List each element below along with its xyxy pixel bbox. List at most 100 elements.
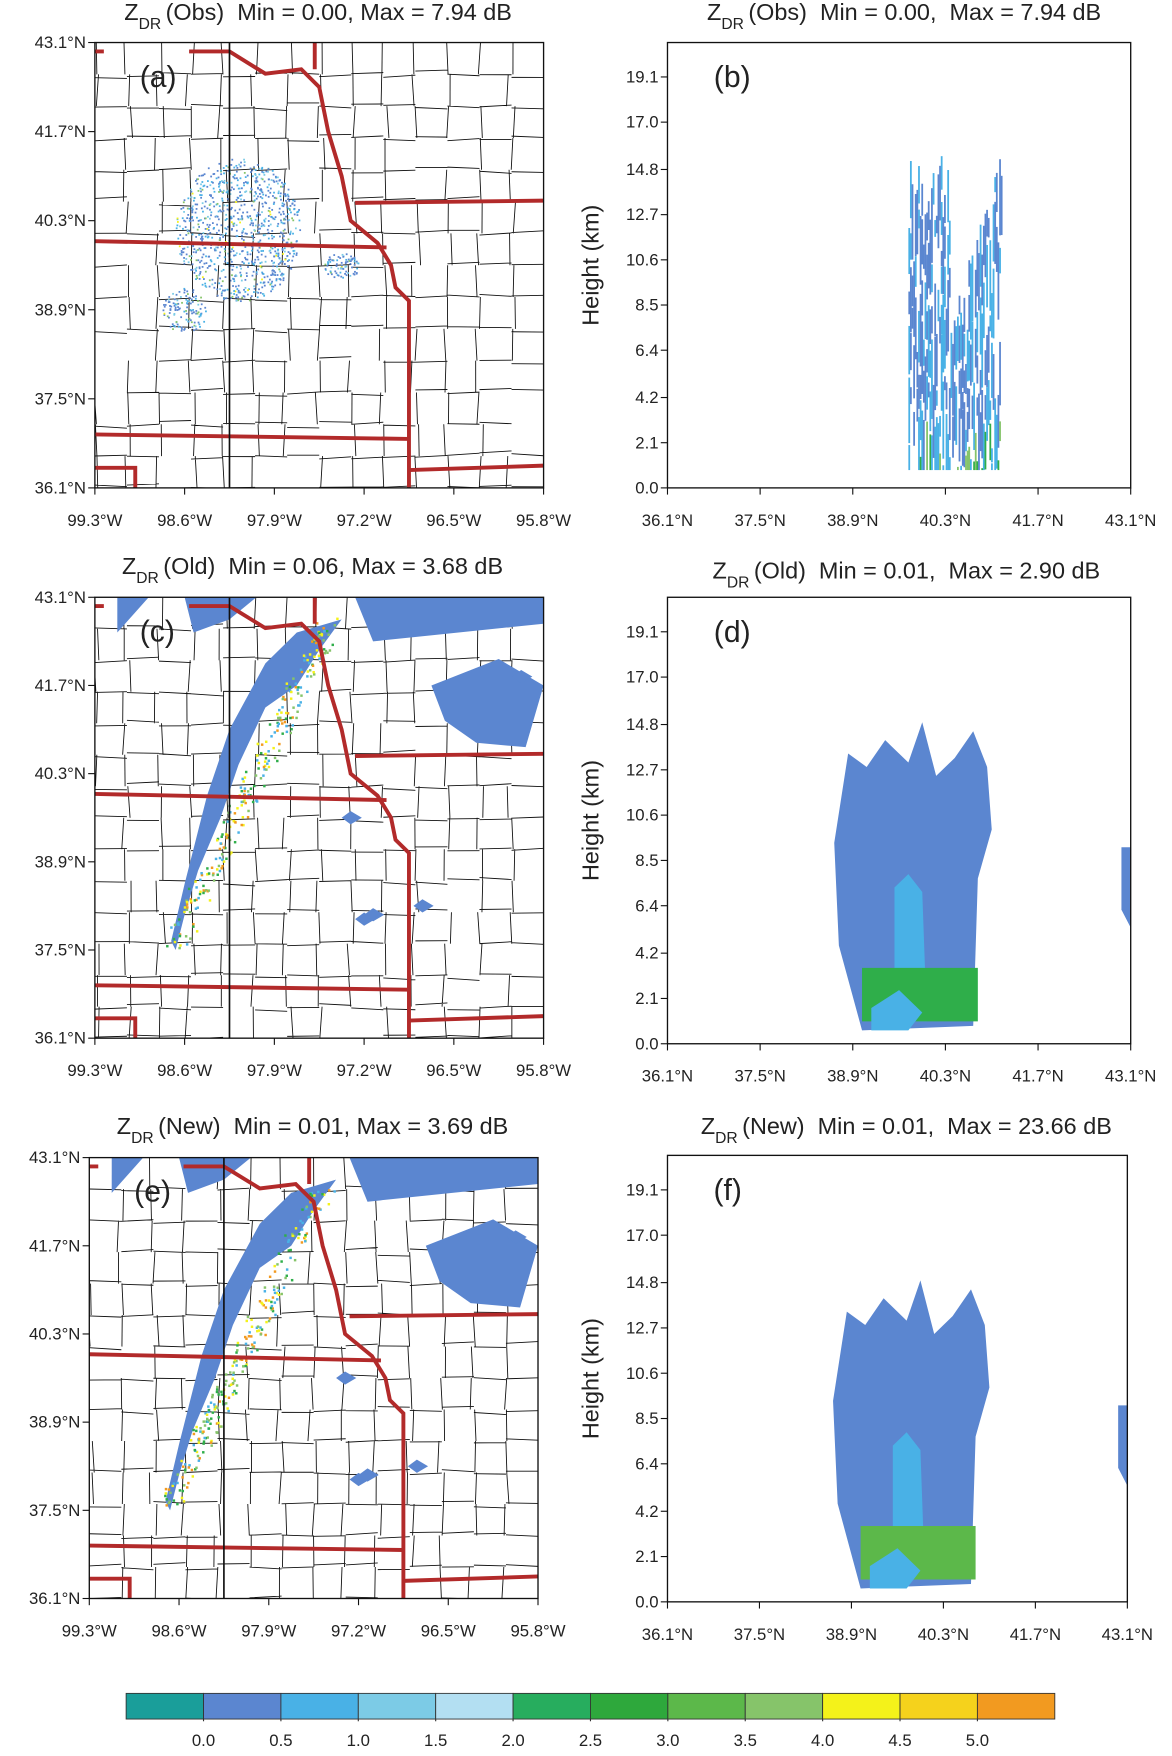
echo (237, 218, 240, 220)
panel-label: (c) (140, 615, 175, 648)
echo (285, 687, 288, 690)
echo (259, 777, 263, 780)
echo (246, 815, 250, 819)
echo (960, 312, 963, 360)
echo (251, 274, 254, 277)
echo (271, 285, 273, 288)
x-tick-label: 98.6°W (152, 1621, 207, 1640)
colorbar-label: 5.0 (966, 1731, 989, 1750)
echo (310, 1194, 314, 1197)
echo (195, 898, 198, 902)
echo (257, 251, 260, 254)
echo (207, 1427, 211, 1430)
panel-title: ZDR (Old) Min = 0.06, Max = 3.68 dB (122, 553, 503, 587)
echo (281, 732, 284, 735)
echo (185, 899, 188, 902)
panel-label: (e) (134, 1176, 171, 1209)
echo (306, 658, 309, 662)
echo (240, 823, 243, 827)
echo (267, 1319, 271, 1323)
echo (339, 271, 342, 274)
echo (281, 202, 284, 205)
echo (239, 194, 241, 197)
echo (224, 260, 226, 263)
echo (226, 204, 229, 207)
echo (269, 246, 272, 249)
echo (261, 178, 264, 181)
y-tick-label: 41.7°N (29, 1236, 80, 1255)
echo (241, 218, 244, 221)
echo (205, 888, 208, 892)
echo (932, 384, 935, 458)
echo (207, 180, 209, 182)
echo (285, 730, 289, 734)
echo (328, 649, 332, 652)
echo (333, 276, 336, 279)
echo (276, 1286, 279, 1290)
echo (232, 215, 235, 218)
echo (225, 191, 228, 194)
echo (188, 1464, 191, 1467)
y-tick-label: 17.0 (626, 668, 659, 687)
echo (234, 254, 237, 257)
echo (225, 297, 228, 300)
echo (227, 1396, 231, 1399)
echo (273, 270, 275, 272)
echo (267, 170, 269, 173)
echo (213, 286, 216, 289)
echo (309, 1215, 312, 1219)
echo (267, 759, 271, 763)
echo (971, 321, 974, 383)
echo (349, 1157, 539, 1202)
echo (961, 392, 964, 409)
echo (203, 262, 206, 265)
echo (270, 290, 272, 293)
echo (257, 258, 260, 261)
echo (271, 234, 273, 237)
echo (220, 1390, 223, 1394)
echo (347, 272, 349, 274)
echo (235, 229, 238, 232)
echo (244, 290, 247, 293)
echo (180, 250, 183, 252)
echo (244, 191, 246, 193)
echo (250, 219, 253, 222)
echo (280, 1260, 283, 1263)
echo (255, 179, 258, 182)
echo (271, 230, 274, 232)
x-tick-label: 41.7°N (1012, 511, 1063, 530)
echo (298, 209, 300, 211)
echo (292, 232, 294, 235)
echo (303, 1236, 306, 1240)
echo (935, 333, 938, 387)
echo (261, 211, 263, 214)
echo (211, 1395, 214, 1399)
echo (263, 180, 266, 183)
echo (345, 270, 348, 273)
echo (282, 695, 285, 699)
echo (202, 185, 205, 188)
echo (255, 271, 258, 274)
echo (341, 811, 362, 825)
echo (350, 255, 352, 258)
echo (935, 390, 938, 406)
echo (209, 259, 212, 261)
echo (280, 185, 282, 188)
echo (224, 1373, 228, 1376)
echo (232, 285, 234, 287)
echo (257, 224, 260, 226)
echo (309, 675, 313, 678)
echo (258, 1300, 262, 1303)
echo (204, 200, 207, 203)
echo (206, 185, 209, 188)
echo (218, 185, 220, 188)
echo (180, 1459, 183, 1463)
echo (310, 1210, 314, 1214)
colorbar-box (435, 1692, 514, 1720)
echo (215, 246, 218, 249)
echo (217, 176, 220, 179)
echo (329, 258, 332, 261)
echo (206, 228, 209, 230)
plot-area (833, 1280, 1128, 1589)
